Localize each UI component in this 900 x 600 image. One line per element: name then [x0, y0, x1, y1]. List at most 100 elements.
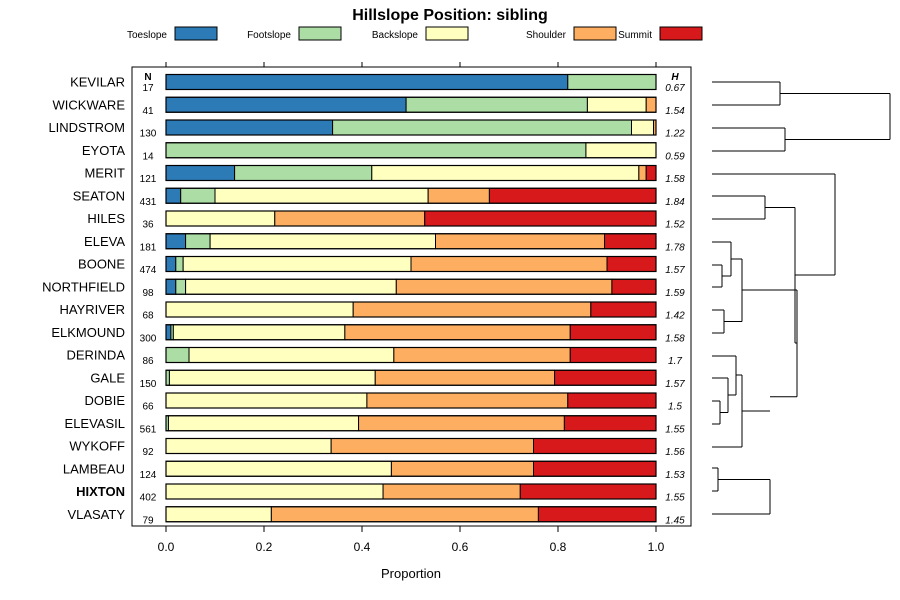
bar-eyota-footslope [165, 142, 587, 159]
bar-wickware-toeslope [165, 96, 407, 113]
bar-derinda-shoulder [393, 347, 571, 363]
bar-elevasil-backslope [167, 415, 360, 432]
bar-northfield-summit [611, 278, 657, 295]
x-tick-label-1: 0.2 [256, 540, 273, 554]
n-value-northfield: 98 [142, 288, 154, 299]
x-axis: 0.0 0.2 0.4 0.6 0.8 1.0 [158, 526, 665, 554]
bar-dobie-summit [567, 392, 657, 409]
bar-outline-kevilar [165, 73, 657, 91]
row-label-elevasil: ELEVASIL [65, 416, 125, 431]
bar-dobie-shoulder [366, 392, 569, 409]
dendrogram-branch-upper-mid [724, 258, 743, 322]
bar-merit-summit [645, 165, 657, 181]
legend-swatch-summit [659, 26, 703, 41]
bar-merit-toeslope [165, 165, 236, 181]
dendrogram-branch-lindstrom-eyota [712, 127, 786, 152]
row-label-eleva: ELEVA [84, 234, 125, 249]
bar-outline-wickware [165, 96, 657, 113]
bar-wickware-footslope [405, 96, 588, 113]
dendrogram-branch-lower-group [742, 410, 770, 412]
h-value-hixton: 1.55 [665, 493, 685, 504]
row-labels: KEVILAR 17 0.67 WICKWARE 41 1.54 LINDSTROM 130 1… [42, 75, 685, 527]
bar-outline-eleva [165, 233, 657, 250]
bar-hayriver-backslope [165, 301, 354, 318]
legend-swatch-shoulder [573, 26, 617, 41]
h-value-vlasaty: 1.45 [665, 515, 685, 526]
bar-eleva-backslope [209, 233, 436, 250]
bar-wickware-backslope [586, 96, 647, 113]
row-label-kevilar: KEVILAR [70, 75, 125, 90]
row-label-northfield: NORTHFIELD [42, 279, 125, 294]
dendrogram-branch-kevilar-wickware [712, 81, 781, 106]
row-label-eyota: EYOTA [82, 143, 125, 158]
h-value-elkmound: 1.58 [665, 333, 685, 344]
n-value-wykoff: 92 [142, 447, 154, 458]
bar-outline-elevasil [165, 415, 657, 432]
bar-hixton-summit [519, 483, 657, 500]
bar-hixton-shoulder [382, 483, 521, 500]
dendrogram [712, 81, 891, 515]
bar-boone-toeslope [165, 256, 177, 272]
h-value-elevasil: 1.55 [665, 424, 685, 435]
n-value-elkmound: 300 [140, 333, 157, 344]
n-value-hayriver: 68 [142, 311, 154, 322]
h-value-northfield: 1.59 [665, 288, 685, 299]
x-tick-label-3: 0.6 [452, 540, 469, 554]
bar-northfield-footslope [175, 278, 187, 295]
legend: Toeslope Footslope Backslope Shoulder Summit [127, 26, 703, 41]
bar-elkmound-backslope [172, 324, 346, 341]
bar-outline-boone [165, 255, 657, 273]
bar-derinda-summit [569, 347, 657, 363]
dendrogram-branch-dobie-elevasil [712, 400, 721, 425]
bar-northfield-toeslope [165, 278, 177, 295]
n-header: N [144, 72, 151, 83]
x-tick-label-4: 0.8 [550, 540, 567, 554]
dendrogram-branch-merit [712, 173, 836, 276]
bar-vlasaty-shoulder [270, 506, 539, 523]
n-value-wickware: 41 [142, 106, 154, 117]
n-value-hixton: 402 [140, 493, 157, 504]
row-label-elkmound: ELKMOUND [51, 325, 125, 340]
h-value-merit: 1.58 [665, 174, 685, 185]
bar-outline-elkmound [165, 324, 657, 341]
h-value-wykoff: 1.56 [665, 447, 685, 458]
row-label-derinda: DERINDA [66, 348, 125, 363]
h-value-dobie: 1.5 [668, 402, 682, 413]
bar-boone-footslope [175, 256, 184, 272]
row-label-dobie: DOBIE [85, 393, 126, 408]
bar-gale-backslope [168, 369, 376, 386]
bar-outline-seaton [165, 187, 657, 204]
dendrogram-branch-cluster-a [780, 93, 891, 140]
bar-lambeau-shoulder [390, 460, 534, 477]
h-value-derinda: 1.7 [668, 356, 682, 367]
bar-hayriver-summit [590, 301, 657, 318]
bar-eleva-summit [604, 233, 657, 250]
bar-hixton-backslope [165, 483, 384, 500]
h-value-wickware: 1.54 [665, 106, 685, 117]
dendrogram-branch-lambeau-hixton [712, 467, 719, 492]
bar-elkmound-toeslope [165, 324, 172, 341]
h-value-hiles: 1.52 [665, 220, 685, 231]
bar-eleva-footslope [185, 233, 211, 250]
legend-swatch-toeslope [174, 26, 218, 41]
bar-kevilar-toeslope [165, 74, 569, 90]
row-label-lambeau: LAMBEAU [63, 461, 125, 476]
x-axis-label: Proportion [381, 566, 441, 581]
bar-seaton-toeslope [165, 187, 182, 204]
bar-lindstrom-toeslope [165, 119, 334, 136]
n-value-dobie: 66 [142, 402, 154, 413]
row-label-hiles: HILES [87, 211, 125, 226]
bar-northfield-backslope [185, 278, 397, 295]
dendrogram-branch-b-merge [765, 207, 797, 344]
bar-hiles-shoulder [274, 210, 426, 227]
bar-elevasil-shoulder [358, 415, 565, 432]
chart-title: Hillslope Position: sibling [352, 7, 548, 24]
bar-outline-dobie [165, 392, 657, 409]
legend-label-backslope: Backslope [372, 30, 419, 41]
bar-outline-wykoff [165, 437, 657, 455]
dendrogram-branch-vlasaty [712, 479, 771, 515]
legend-swatch-backslope [425, 26, 469, 41]
bar-gale-shoulder [374, 369, 556, 386]
bar-vlasaty-summit [537, 506, 657, 523]
bar-boone-summit [606, 256, 657, 272]
